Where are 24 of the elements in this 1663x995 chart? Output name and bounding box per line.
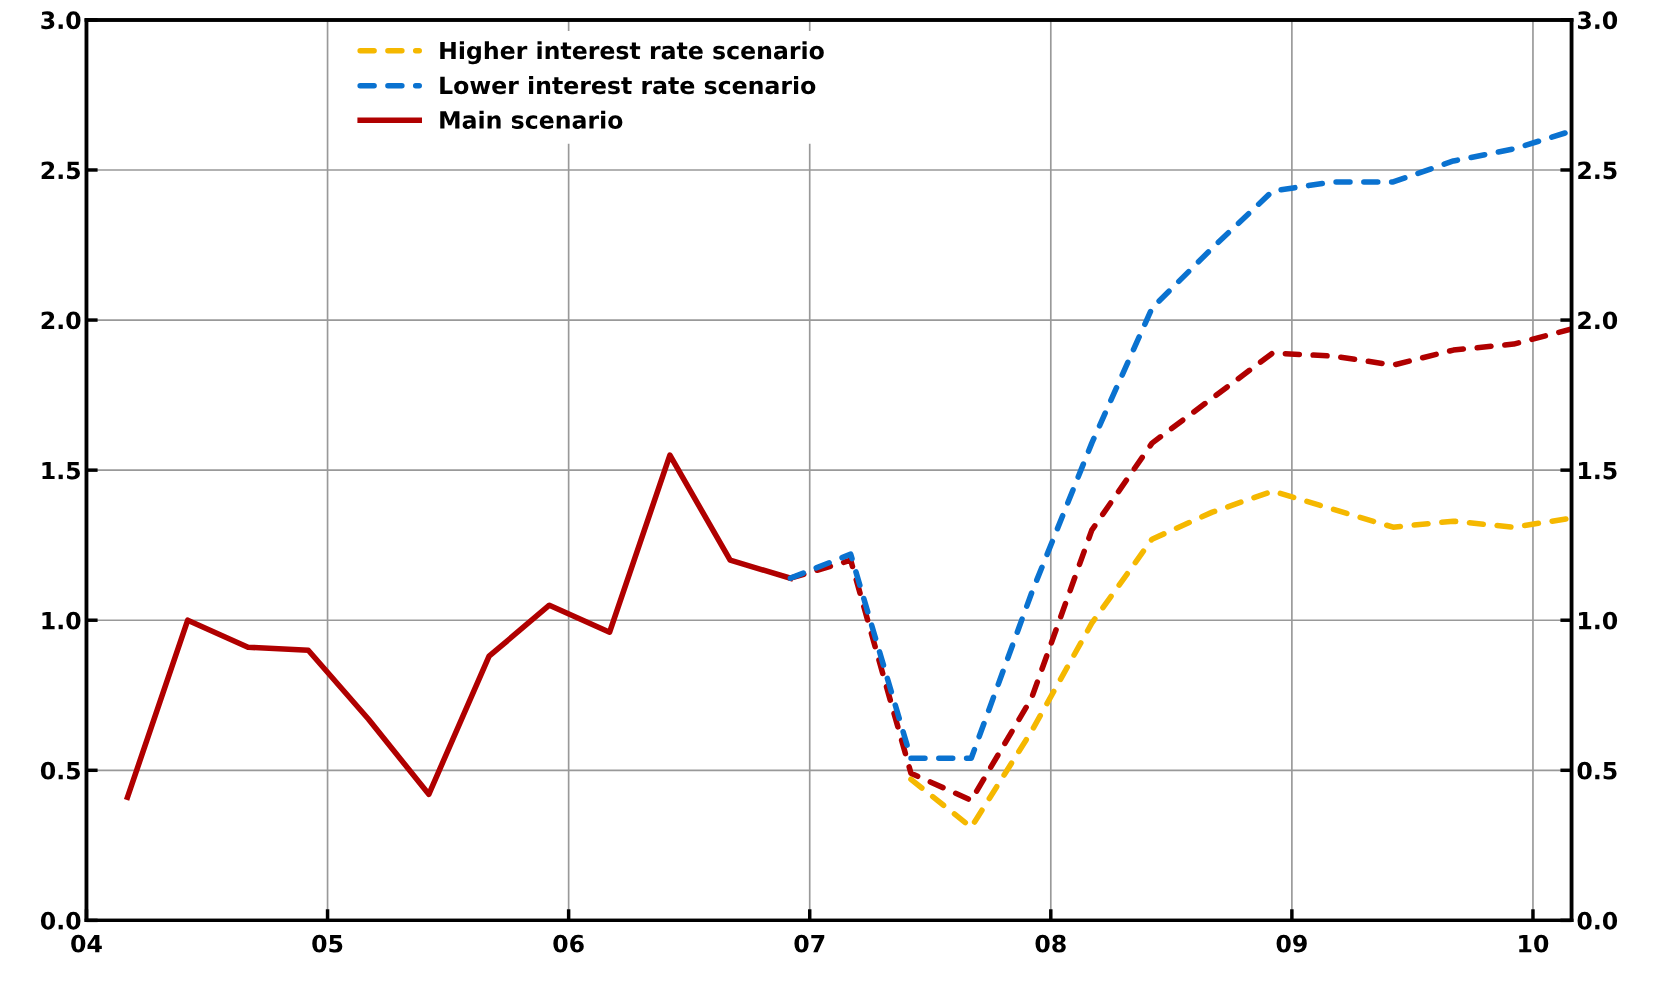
y-tick-label: 1.0: [42, 611, 81, 630]
y-tick-label: 3.0: [41, 11, 81, 30]
x-tick-label: 10: [1519, 934, 1549, 953]
y2-tick-label: 2.0: [1578, 311, 1618, 330]
x-tick-label: 05: [312, 934, 343, 953]
x-tick-label: 06: [553, 934, 584, 953]
x-tick-label: 07: [794, 934, 825, 953]
y2-tick-label: 1.0: [1579, 611, 1618, 630]
y-tick-label: 0.0: [40, 911, 81, 930]
y2-tick-label: 0.0: [1577, 911, 1618, 930]
y2-tick-label: 1.5: [1579, 461, 1617, 480]
legend-label: Main scenario: [440, 110, 623, 129]
y2-tick-label: 2.5: [1578, 161, 1617, 180]
legend-label: Higher interest rate scenario: [440, 41, 824, 65]
x-tick-label: 08: [1035, 934, 1066, 953]
legend-label: Lower interest rate scenario: [440, 75, 816, 95]
y-tick-label: 1.5: [42, 461, 80, 480]
y-tick-label: 2.5: [41, 161, 80, 180]
x-tick-label: 09: [1276, 934, 1307, 953]
y2-tick-label: 0.5: [1577, 761, 1617, 780]
y-tick-label: 2.0: [41, 311, 81, 330]
x-tick-label: 04: [71, 934, 102, 953]
y-tick-label: 0.5: [40, 761, 80, 780]
y2-tick-label: 3.0: [1577, 11, 1618, 30]
